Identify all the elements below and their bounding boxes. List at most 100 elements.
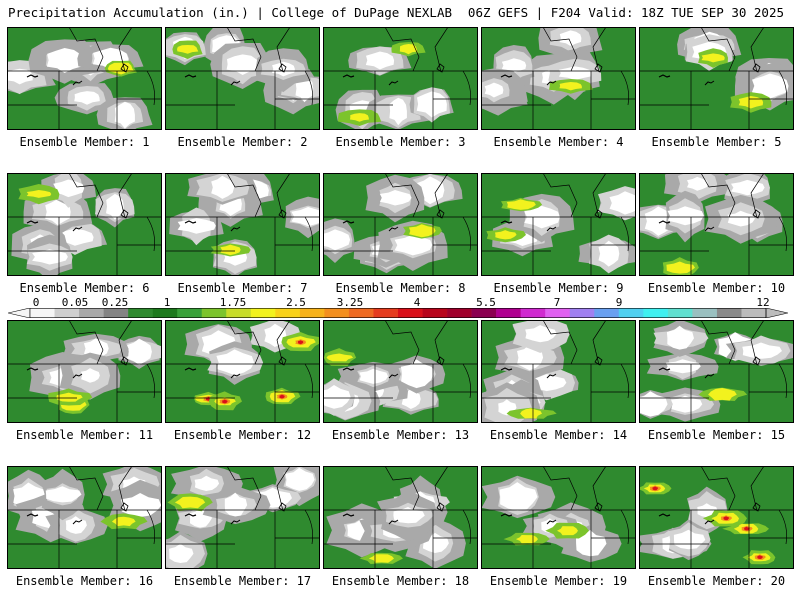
colorbar-swatch <box>152 308 178 318</box>
colorbar-tick-label: 12 <box>756 296 770 309</box>
colorbar-min-arrow <box>8 308 31 318</box>
precip-map <box>639 320 794 423</box>
ensemble-member-label: Ensemble Member: 4 <box>493 135 624 149</box>
colorbar-swatch <box>569 308 595 318</box>
ensemble-map-panel <box>481 27 636 130</box>
ensemble-map-panel <box>165 173 320 276</box>
colorbar-tick-label: 0 <box>32 296 40 309</box>
valid-time: 06Z GEFS | F204 Valid: 18Z TUE SEP 30 20… <box>467 5 784 20</box>
precip-map <box>481 466 636 569</box>
colorbar-tick-label: 4 <box>413 296 421 309</box>
ensemble-map-panel <box>639 320 794 423</box>
ensemble-member-label: Ensemble Member: 9 <box>493 281 624 295</box>
colorbar-swatch <box>594 308 620 318</box>
ensemble-member-label: Ensemble Member: 2 <box>177 135 308 149</box>
colorbar-swatch <box>324 308 350 318</box>
ensemble-map-panel <box>7 466 162 569</box>
ensemble-map-panel <box>481 320 636 423</box>
colorbar-swatch <box>471 308 497 318</box>
colorbar-tick-label: 0.25 <box>101 296 129 309</box>
colorbar <box>8 308 788 318</box>
precip-map <box>481 173 636 276</box>
precip-map <box>323 173 478 276</box>
precip-map <box>165 27 320 130</box>
ensemble-member-label: Ensemble Member: 18 <box>331 574 470 588</box>
colorbar-swatch <box>692 308 718 318</box>
ensemble-member-label: Ensemble Member: 15 <box>647 428 786 442</box>
ensemble-member-label: Ensemble Member: 7 <box>177 281 308 295</box>
ensemble-member-label: Ensemble Member: 8 <box>335 281 466 295</box>
colorbar-tick-label: 1.75 <box>219 296 247 309</box>
ensemble-member-label: Ensemble Member: 3 <box>335 135 466 149</box>
colorbar-tick-label: 2.5 <box>286 296 306 309</box>
colorbar-swatch <box>177 308 203 318</box>
precip-map <box>7 27 162 130</box>
colorbar-swatch <box>201 308 227 318</box>
colorbar-swatch <box>373 308 399 318</box>
colorbar-tick-label: 5.5 <box>476 296 496 309</box>
ensemble-map-panel <box>323 466 478 569</box>
colorbar-tick-label: 9 <box>615 296 623 309</box>
ensemble-member-label: Ensemble Member: 19 <box>489 574 628 588</box>
precip-map <box>639 466 794 569</box>
colorbar-swatch <box>54 308 80 318</box>
ensemble-member-label: Ensemble Member: 6 <box>19 281 150 295</box>
colorbar-swatch <box>496 308 521 318</box>
ensemble-map-panel <box>639 27 794 130</box>
colorbar-swatch <box>299 308 325 318</box>
colorbar-tick-label: 1 <box>163 296 171 309</box>
precip-map <box>639 173 794 276</box>
precip-map <box>481 320 636 423</box>
ensemble-map-panel <box>323 320 478 423</box>
colorbar-swatch <box>618 308 644 318</box>
precip-map <box>7 320 162 423</box>
colorbar-swatch <box>128 308 153 318</box>
ensemble-map-panel <box>7 27 162 130</box>
precip-map <box>165 320 320 423</box>
colorbar-swatch <box>667 308 693 318</box>
colorbar-tick-label: 7 <box>553 296 561 309</box>
colorbar-swatch <box>741 308 767 318</box>
ensemble-member-label: Ensemble Member: 10 <box>647 281 786 295</box>
ensemble-member-label: Ensemble Member: 1 <box>19 135 150 149</box>
ensemble-member-label: Ensemble Member: 20 <box>647 574 786 588</box>
colorbar-swatch <box>250 308 276 318</box>
ensemble-member-label: Ensemble Member: 16 <box>15 574 154 588</box>
colorbar-swatch <box>398 308 423 318</box>
colorbar-tick-label: 0.05 <box>61 296 89 309</box>
ensemble-map-panel <box>481 173 636 276</box>
precip-map <box>165 466 320 569</box>
colorbar-max-arrow <box>765 308 788 318</box>
ensemble-map-panel <box>165 27 320 130</box>
colorbar-tick-label: 3.25 <box>336 296 364 309</box>
colorbar-graphic <box>8 308 788 318</box>
colorbar-swatch <box>226 308 252 318</box>
precip-map <box>639 27 794 130</box>
ensemble-member-label: Ensemble Member: 13 <box>331 428 470 442</box>
colorbar-swatch <box>79 308 104 318</box>
ensemble-map-panel <box>7 173 162 276</box>
precip-map <box>7 466 162 569</box>
ensemble-member-label: Ensemble Member: 12 <box>173 428 312 442</box>
ensemble-map-panel <box>165 320 320 423</box>
colorbar-swatch <box>275 308 301 318</box>
colorbar-swatch <box>103 308 129 318</box>
ensemble-member-label: Ensemble Member: 17 <box>173 574 312 588</box>
precip-map <box>481 27 636 130</box>
precip-map <box>323 466 478 569</box>
colorbar-swatch <box>447 308 472 318</box>
colorbar-swatch <box>520 308 546 318</box>
precip-map <box>323 27 478 130</box>
product-title: Precipitation Accumulation (in.) | Colle… <box>8 5 453 20</box>
precip-map <box>165 173 320 276</box>
ensemble-map-panel <box>7 320 162 423</box>
colorbar-swatch <box>643 308 669 318</box>
colorbar-swatch <box>716 308 742 318</box>
colorbar-swatch <box>545 308 571 318</box>
colorbar-swatch <box>348 308 374 318</box>
ensemble-map-panel <box>639 466 794 569</box>
ensemble-map-panel <box>323 27 478 130</box>
ensemble-member-label: Ensemble Member: 14 <box>489 428 628 442</box>
ensemble-member-label: Ensemble Member: 11 <box>15 428 154 442</box>
ensemble-map-panel <box>639 173 794 276</box>
